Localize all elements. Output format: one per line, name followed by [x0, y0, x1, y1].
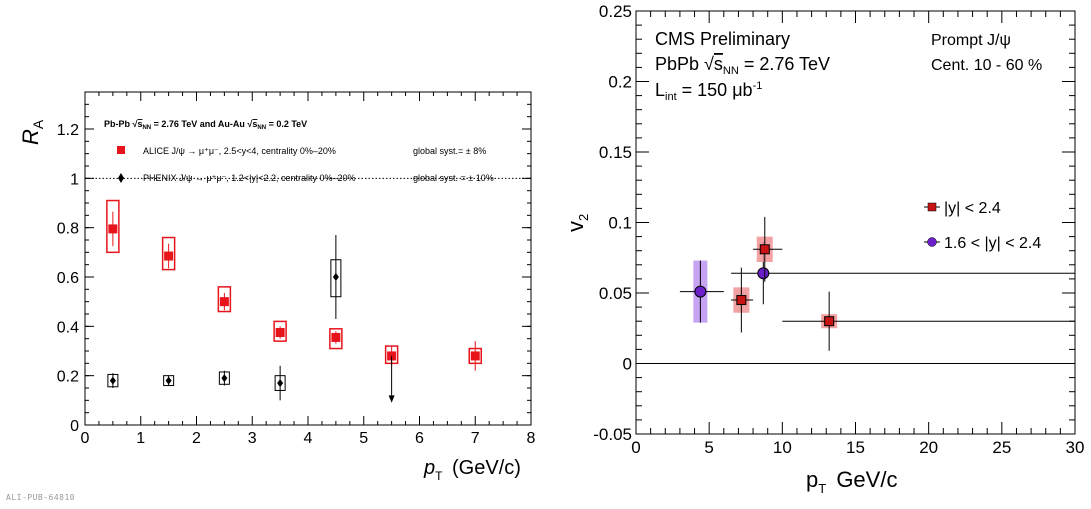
legend-purple-marker — [927, 237, 937, 247]
cms-luminosity-label: Lint = 150 μb-1 — [655, 80, 762, 103]
x-tick-label: 5 — [704, 438, 713, 457]
x-tick-label: 0 — [631, 438, 640, 457]
phenix-point — [165, 376, 172, 385]
alice-syst-box — [273, 320, 287, 342]
red-point — [736, 295, 747, 306]
y-tick-label: 0.6 — [57, 270, 79, 287]
y-tick-label: 0.8 — [57, 221, 79, 238]
x-tick-label: 5 — [359, 430, 368, 447]
legend-alice-marker — [117, 146, 125, 154]
x-axis-title: pT GeV/c — [806, 467, 897, 496]
legend-alice-label: ALICE J/ψ → μ⁺μ⁻, 2.5<y<4, centrality 0%… — [143, 146, 336, 156]
y-tick-label: 0.05 — [599, 284, 632, 303]
x-tick-label: 30 — [1066, 438, 1085, 457]
cms-energy-label: PbPb √sNN = 2.76 TeV — [655, 54, 830, 77]
x-tick-label: 0 — [81, 430, 90, 447]
y-tick-label: 1.2 — [57, 122, 79, 139]
raa-chart: 0 1 2 3 4 5 6 7 8 0 0.2 0.4 0.6 0.8 1 1.2 RA pT (GeV/c) Pb… — [18, 91, 536, 483]
x-axis-title: pT (GeV/c) — [423, 457, 521, 483]
phenix-point — [332, 273, 339, 281]
alice-point — [164, 251, 174, 261]
x-tick-label: 1 — [136, 430, 145, 447]
red-point — [824, 316, 835, 327]
cms-preliminary-label: CMS Preliminary — [655, 29, 790, 49]
legend-red-label: |y| < 2.4 — [944, 200, 1001, 217]
x-tick-label: 25 — [992, 438, 1011, 457]
y-tick-label: 0.2 — [608, 73, 632, 92]
y-tick-label: 0 — [70, 418, 79, 435]
alice-syst-box — [329, 328, 343, 350]
y-axis-title: v2 — [563, 214, 591, 232]
legend-purple-label: 1.6 < |y| < 2.4 — [944, 235, 1041, 252]
x-tick-label: 3 — [248, 430, 257, 447]
purple-point — [694, 285, 707, 298]
y-tick-label: 1 — [70, 171, 79, 188]
y-tick-label: 0.25 — [599, 2, 632, 21]
legend-red-marker — [927, 202, 937, 212]
x-tick-label: 20 — [919, 438, 938, 457]
x-tick-label: 8 — [527, 430, 536, 447]
y-tick-label: 0.1 — [608, 214, 632, 233]
x-tick-label: 7 — [471, 430, 480, 447]
y-tick-label: 0 — [623, 355, 632, 374]
alice-point — [219, 297, 229, 307]
phenix-point — [277, 379, 284, 388]
footer-tag: ALI-PUB-64810 — [6, 493, 76, 502]
alice-point — [275, 328, 285, 337]
plot-frame — [84, 91, 532, 426]
plot-frame — [635, 10, 1076, 435]
x-tick-label: 6 — [415, 430, 424, 447]
y-tick-label: 0.15 — [599, 143, 632, 162]
x-tick-label: 15 — [846, 438, 865, 457]
alice-syst-box — [217, 286, 232, 313]
legend-phenix-label: PHENIX J/ψ → μ⁺μ⁻, 1.2<|y|<2.2, centrali… — [143, 173, 356, 183]
legend-header: Pb-Pb √sNN = 2.76 TeV and Au-Au √sNN = 0… — [104, 119, 307, 131]
alice-point — [331, 332, 341, 342]
x-tick-label: 2 — [192, 430, 201, 447]
y-tick-label: 0.2 — [57, 369, 79, 386]
phenix-point — [221, 374, 228, 383]
legend-phenix-marker — [118, 173, 124, 183]
y-axis-title: RA — [18, 119, 46, 145]
purple-point — [757, 267, 770, 280]
alice-point — [108, 224, 118, 234]
y-tick-label: 0.4 — [57, 319, 79, 336]
alice-syst-box — [161, 236, 176, 271]
x-tick-label: 4 — [304, 430, 313, 447]
v2-chart: 0 5 10 15 20 25 30-0.0500.050.10.150.20.25v2pT… — [563, 2, 1084, 496]
prompt-jpsi-label: Prompt J/ψ — [931, 32, 1011, 49]
centrality-label: Cent. 10 - 60 % — [931, 57, 1042, 74]
x-tick-label: 10 — [773, 438, 792, 457]
alice-upper-limit-arrow — [388, 395, 395, 403]
red-point — [759, 244, 770, 255]
alice-syst-box — [106, 199, 120, 254]
legend-phenix-global-syst: global syst. = ± 10% — [413, 173, 494, 183]
alice-point — [470, 351, 480, 361]
phenix-point — [109, 376, 116, 385]
legend-alice-global-syst: global syst.= ± 8% — [413, 146, 486, 156]
y-tick-label: -0.05 — [593, 425, 632, 444]
